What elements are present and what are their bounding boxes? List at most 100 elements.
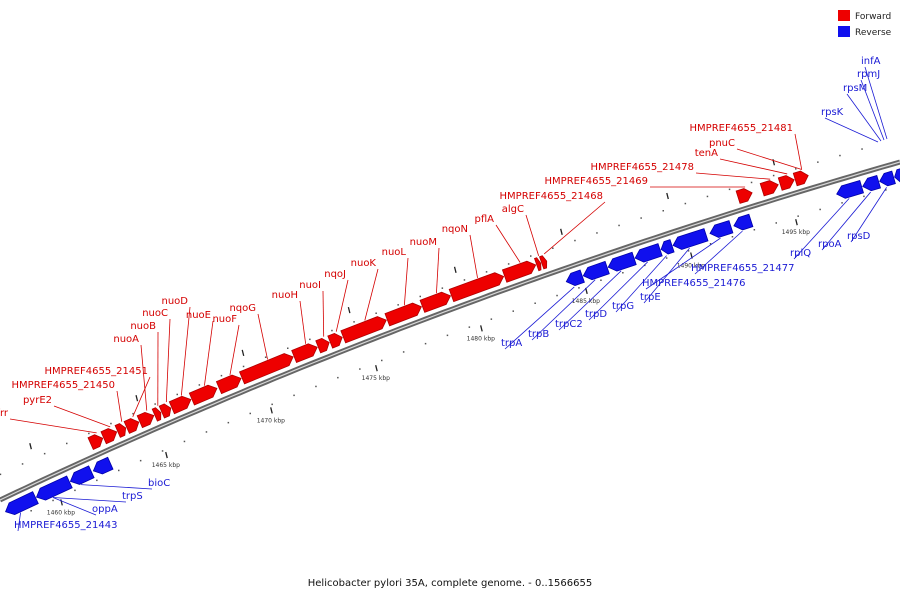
leader-line bbox=[403, 257, 409, 306]
reverse-gene-arrow bbox=[565, 269, 585, 287]
leader-line bbox=[645, 237, 721, 290]
gene-label: nuoM bbox=[410, 237, 437, 248]
minor-tick-dot bbox=[74, 489, 76, 492]
minor-tick-dot bbox=[359, 368, 361, 370]
leader-line bbox=[52, 497, 127, 503]
minor-tick-dot bbox=[706, 195, 709, 198]
tick-mark-upper bbox=[666, 192, 669, 200]
minor-tick-dot bbox=[337, 376, 339, 379]
leader-line bbox=[794, 133, 803, 170]
forward-gene-arrow bbox=[533, 257, 542, 272]
minor-tick-dot bbox=[797, 215, 799, 217]
gene-labels: frr pyrE2 HMPREF4655_21450 HMPREF4655_21451… bbox=[0, 56, 881, 531]
forward-gene-arrow bbox=[215, 374, 242, 395]
gene-label: nqoN bbox=[442, 224, 468, 235]
tick-mark-upper bbox=[347, 306, 351, 314]
gene-label: rpsM bbox=[843, 83, 867, 94]
minor-tick-dot bbox=[687, 250, 690, 252]
tick-label: 1495 kbp bbox=[782, 229, 810, 236]
gene-label: trpC2 bbox=[555, 319, 583, 330]
forward-gene-arrow bbox=[777, 175, 795, 191]
tick-mark-upper bbox=[29, 443, 32, 450]
reverse-gene-arrow bbox=[672, 228, 709, 250]
minor-tick-dot bbox=[375, 312, 377, 314]
legend-label: Reverse bbox=[855, 28, 892, 38]
leader-line bbox=[469, 234, 478, 279]
gene-label: nuoL bbox=[382, 247, 407, 258]
gene-label: nuoA bbox=[113, 334, 139, 345]
minor-tick-dot bbox=[468, 326, 471, 328]
minor-tick-dot bbox=[402, 351, 405, 353]
gene-label: HMPREF4655_21477 bbox=[691, 263, 794, 274]
tick-mark-upper bbox=[453, 266, 457, 273]
gene-label: oppA bbox=[92, 504, 118, 515]
minor-tick-dot bbox=[183, 440, 186, 443]
minor-tick-dot bbox=[96, 479, 98, 482]
gene-label: HMPREF4655_21476 bbox=[642, 278, 745, 289]
forward-gene-arrow bbox=[538, 255, 548, 270]
gene-label: trpA bbox=[501, 338, 522, 349]
minor-tick-dot bbox=[110, 422, 112, 425]
gene-label: infA bbox=[861, 56, 881, 67]
minor-tick-dot bbox=[463, 279, 466, 281]
leader-line bbox=[821, 191, 871, 251]
minor-tick-dot bbox=[861, 148, 863, 150]
scale-ticks: 1460 kbp 1465 kbp 1470 kbp 1475 kbp 1480 kbp… bbox=[29, 159, 810, 516]
minor-tick-dot bbox=[381, 359, 383, 362]
minor-tick-dot bbox=[52, 499, 54, 502]
minor-tick-dot bbox=[819, 208, 821, 211]
leader-line bbox=[52, 497, 97, 516]
minor-ticks bbox=[0, 148, 887, 512]
reverse-gene-arrow bbox=[92, 456, 114, 475]
minor-tick-dot bbox=[662, 210, 664, 212]
legend-swatch bbox=[838, 26, 850, 37]
minor-tick-dot bbox=[309, 338, 311, 341]
gene-label: HMPREF4655_21478 bbox=[591, 162, 694, 173]
leader-line bbox=[322, 290, 325, 337]
minor-tick-dot bbox=[287, 347, 289, 349]
leader-line bbox=[525, 214, 540, 257]
gene-label: nuoK bbox=[351, 258, 377, 269]
reverse-gene-arrow bbox=[35, 475, 73, 501]
minor-tick-dot bbox=[88, 432, 90, 435]
tick-label: 1470 kbp bbox=[257, 417, 285, 424]
forward-gene-arrow bbox=[168, 395, 192, 415]
genome-caption: Helicobacter pylori 35A, complete genome… bbox=[307, 578, 593, 589]
gene-label: HMPREF4655_21443 bbox=[14, 520, 117, 531]
leader-line bbox=[364, 268, 379, 321]
gene-label: rpsD bbox=[847, 231, 871, 242]
gene-label: HMPREF4655_21450 bbox=[12, 380, 115, 391]
leader-line bbox=[543, 201, 606, 255]
minor-tick-dot bbox=[600, 279, 602, 281]
minor-tick-dot bbox=[795, 168, 797, 170]
minor-tick-dot bbox=[198, 384, 201, 386]
forward-gene-arrow bbox=[327, 332, 343, 349]
minor-tick-dot bbox=[485, 271, 488, 273]
reverse-gene-arrow bbox=[660, 239, 675, 255]
forward-gene-arrow bbox=[419, 291, 452, 313]
gene-label: tenA bbox=[695, 148, 718, 159]
tick-mark-upper bbox=[241, 349, 245, 357]
forward-gene-arrow bbox=[87, 434, 104, 451]
leader-line bbox=[80, 484, 153, 490]
leader-line bbox=[793, 198, 850, 260]
leader-line bbox=[588, 261, 648, 321]
forward-gene-arrow bbox=[448, 272, 505, 303]
gene-label: trpE bbox=[640, 292, 661, 303]
tick-label: 1480 kbp bbox=[467, 335, 495, 342]
reverse-gene-arrow bbox=[69, 465, 95, 485]
minor-tick-dot bbox=[618, 224, 620, 227]
gene-label: pnuC bbox=[709, 138, 735, 149]
minor-tick-dot bbox=[441, 287, 444, 289]
tick-mark-lower bbox=[60, 499, 63, 506]
minor-tick-dot bbox=[490, 318, 493, 320]
tick-mark-upper bbox=[135, 395, 139, 402]
minor-tick-dot bbox=[154, 403, 156, 405]
forward-gene-arrow bbox=[735, 188, 753, 204]
forward-gene-arrow bbox=[158, 403, 172, 419]
minor-tick-dot bbox=[556, 294, 558, 297]
minor-tick-dot bbox=[30, 510, 32, 512]
minor-tick-dot bbox=[552, 247, 554, 249]
tick-mark-lower bbox=[795, 219, 798, 226]
